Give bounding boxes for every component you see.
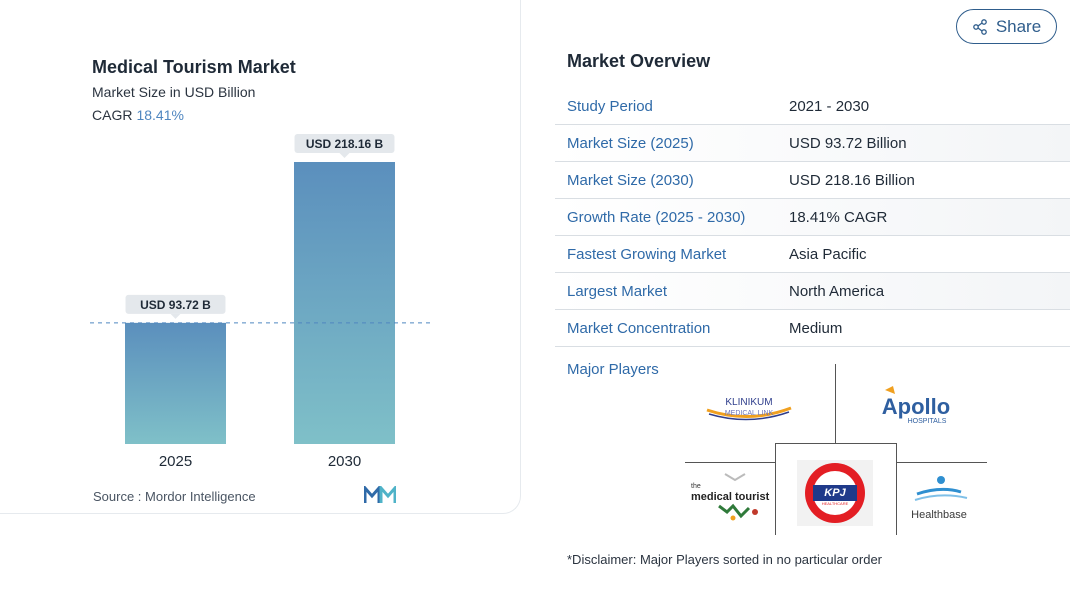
cagr-label: CAGR	[92, 107, 133, 123]
overview-key: Market Size (2025)	[567, 134, 694, 152]
chart-source: Source : Mordor Intelligence	[93, 489, 256, 504]
cagr-line: CAGR 18.41%	[92, 107, 184, 123]
major-players-label: Major Players	[567, 361, 659, 378]
data-label-badge	[125, 294, 226, 314]
overview-row: Study Period 2021 - 2030	[555, 88, 1070, 125]
klinikum-medical-link-logo[interactable]: KLINIKUM MEDICAL LINK	[703, 388, 795, 428]
overview-value: Medium	[789, 319, 843, 337]
data-label-pointer	[339, 153, 350, 158]
market-overview-table: Study Period 2021 - 2030 Market Size (20…	[555, 88, 1070, 347]
x-tick-label: 2030	[328, 453, 361, 470]
overview-key: Study Period	[567, 97, 653, 115]
data-label: USD 218.16 B	[306, 137, 384, 151]
overview-key: Largest Market	[567, 282, 668, 300]
player-text: HEALTHCARE	[822, 501, 849, 506]
bar-2030	[294, 162, 395, 444]
grid-divider	[685, 462, 775, 463]
player-text: medical tourist	[691, 491, 770, 503]
grid-divider	[835, 364, 836, 444]
player-text: MEDICAL LINK	[725, 410, 774, 417]
overview-value: USD 93.72 Billion	[789, 134, 907, 152]
player-text: KPJ	[824, 487, 846, 499]
overview-key: Fastest Growing Market	[567, 245, 727, 263]
healthbase-logo[interactable]: Healthbase	[897, 472, 981, 524]
x-tick-label: 2025	[159, 453, 192, 470]
data-label-badge	[294, 134, 395, 153]
chart-title: Medical Tourism Market	[92, 57, 296, 77]
share-label: Share	[995, 16, 1042, 36]
overview-row: Market Concentration Medium	[555, 310, 1070, 347]
overview-row: Growth Rate (2025 - 2030) 18.41% CAGR	[555, 199, 1070, 236]
mordor-intelligence-logo-icon	[364, 486, 396, 503]
player-text: Apollo	[882, 394, 950, 419]
overview-row: Market Size (2030) USD 218.16 Billion	[555, 162, 1070, 199]
overview-key: Growth Rate (2025 - 2030)	[567, 208, 746, 226]
disclaimer-note: *Disclaimer: Major Players sorted in no …	[567, 552, 883, 567]
overview-value: USD 218.16 Billion	[789, 171, 915, 189]
the-medical-tourist-logo[interactable]: the medical tourist	[689, 472, 777, 524]
share-icon	[972, 18, 987, 35]
bar-chart: USD 93.72 B 2025 USD 218.16 B 2030	[90, 134, 432, 470]
bar-2025	[125, 322, 226, 444]
overview-value: 2021 - 2030	[789, 97, 870, 115]
overview-row: Market Size (2025) USD 93.72 Billion	[555, 125, 1070, 162]
player-text: HOSPITALS	[908, 418, 947, 425]
overview-key: Market Size (2030)	[567, 171, 694, 189]
apollo-hospitals-logo[interactable]: Apollo HOSPITALS	[865, 384, 967, 430]
kpj-healthcare-logo[interactable]: KPJ HEALTHCARE	[797, 460, 873, 526]
market-overview-title: Market Overview	[567, 51, 711, 71]
player-text: KLINIKUM	[725, 397, 772, 408]
overview-value: 18.41% CAGR	[789, 208, 888, 226]
cagr-value: 18.41%	[136, 107, 184, 123]
player-text: Healthbase	[911, 509, 967, 521]
market-chart-card: USD 93.72 B 2025 USD 218.16 B 2030 Medical …	[0, 0, 521, 514]
chart-subtitle: Market Size in USD Billion	[92, 84, 256, 100]
grid-divider	[896, 462, 987, 463]
player-text: the	[691, 483, 701, 490]
data-label-pointer	[170, 313, 181, 319]
overview-value: North America	[789, 282, 885, 300]
data-label: USD 93.72 B	[140, 298, 211, 312]
overview-row: Largest Market North America	[555, 273, 1070, 310]
share-button[interactable]: Share	[956, 9, 1057, 44]
overview-value: Asia Pacific	[789, 245, 867, 263]
major-players-grid: KLINIKUM MEDICAL LINK Apollo HOSPITALS t…	[685, 364, 987, 535]
overview-key: Market Concentration	[567, 319, 711, 337]
overview-row: Fastest Growing Market Asia Pacific	[555, 236, 1070, 273]
